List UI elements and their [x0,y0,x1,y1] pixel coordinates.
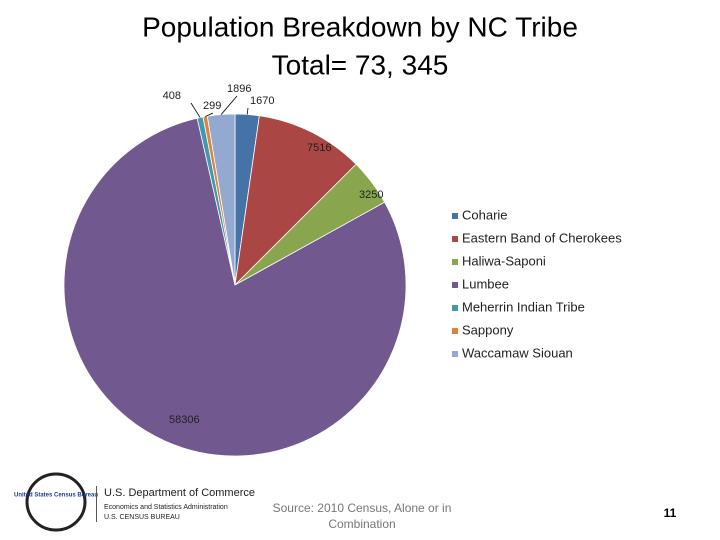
logo-ring [25,472,87,532]
department: U.S. Department of Commerce [104,487,255,499]
page-number: 11 [664,506,677,520]
chart-subtitle: Total= 73, 345 [272,49,449,80]
data-label: 1896 [227,83,251,95]
legend-label: Lumbee [462,276,509,291]
source-box: Source: 2010 Census, Alone or in Combina… [272,501,452,531]
leader-line [220,95,238,115]
pie-slice [234,115,357,287]
census-logo: United States Census Bureau [14,472,98,532]
leader-line [190,102,201,118]
data-label: 7516 [307,142,331,154]
legend-label: Waccamaw Siouan [462,345,573,360]
chart-title: Population Breakdown by NC Tribe [142,11,578,42]
legend-label: Coharie [462,207,508,222]
legend-label: Haliwa-Saponi [462,253,546,268]
legend-swatch [452,259,458,265]
divider [96,486,97,522]
data-label: 408 [163,90,181,102]
data-label: 299 [203,100,221,112]
legend-swatch [452,328,458,334]
data-label: 1670 [250,95,274,107]
pie-slice [63,117,407,457]
data-label: 3250 [359,189,383,201]
legend-swatch [452,236,458,242]
legend-swatch [452,213,458,219]
data-label: 58306 [169,414,200,426]
legend-swatch [452,282,458,288]
legend-label: Sappony [462,322,514,337]
pie-slice [206,113,236,286]
administration: Economics and Statistics Administration [104,504,228,511]
logo-text: United States Census Bureau [14,493,98,499]
source: Source: 2010 Census, Alone or in Combina… [272,501,452,531]
leader-line [205,112,214,117]
legend-label: Eastern Band of Cherokees [462,230,622,245]
legend-swatch [452,305,458,311]
leader-line [246,107,249,115]
legend-label: Meherrin Indian Tribe [462,299,585,314]
bureau: U.S. CENSUS BUREAU [104,514,180,521]
legend-swatch [452,351,458,357]
